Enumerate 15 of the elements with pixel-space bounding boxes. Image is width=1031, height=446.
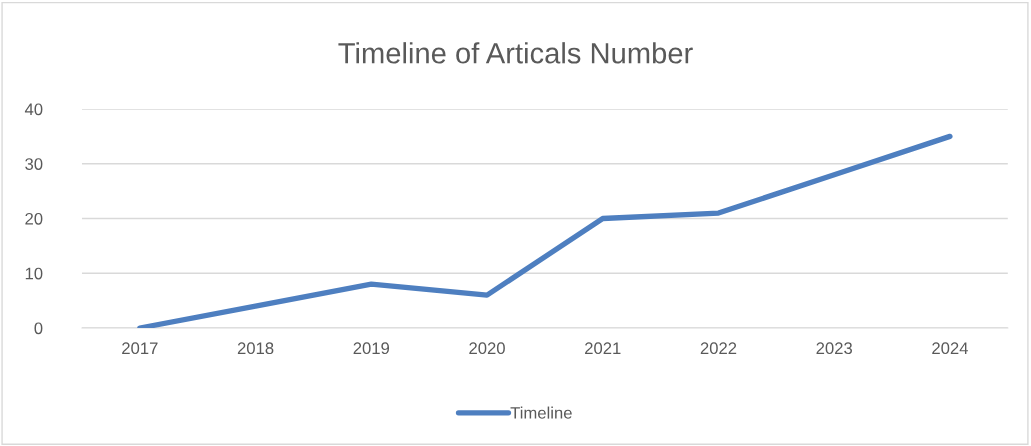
x-tick-label: 2021 [585,342,621,355]
x-tick-label: 2017 [122,342,158,355]
y-tick-label: 0 [34,322,43,335]
x-tick-label: 2023 [816,342,853,355]
x-tick-label: 2019 [353,342,390,355]
x-tick-label: 2018 [237,342,274,355]
x-tick-label: 2022 [700,342,737,355]
y-tick-label: 30 [25,158,43,170]
y-tick-label: 10 [25,267,43,280]
legend-label: Timeline [510,406,572,419]
x-tick-label: 2024 [932,342,968,355]
y-tick-label: 40 [24,103,43,116]
chart-title: Timeline of Articals Number [338,42,693,64]
x-tick-label: 2020 [469,342,505,355]
y-tick-label: 20 [25,212,43,225]
